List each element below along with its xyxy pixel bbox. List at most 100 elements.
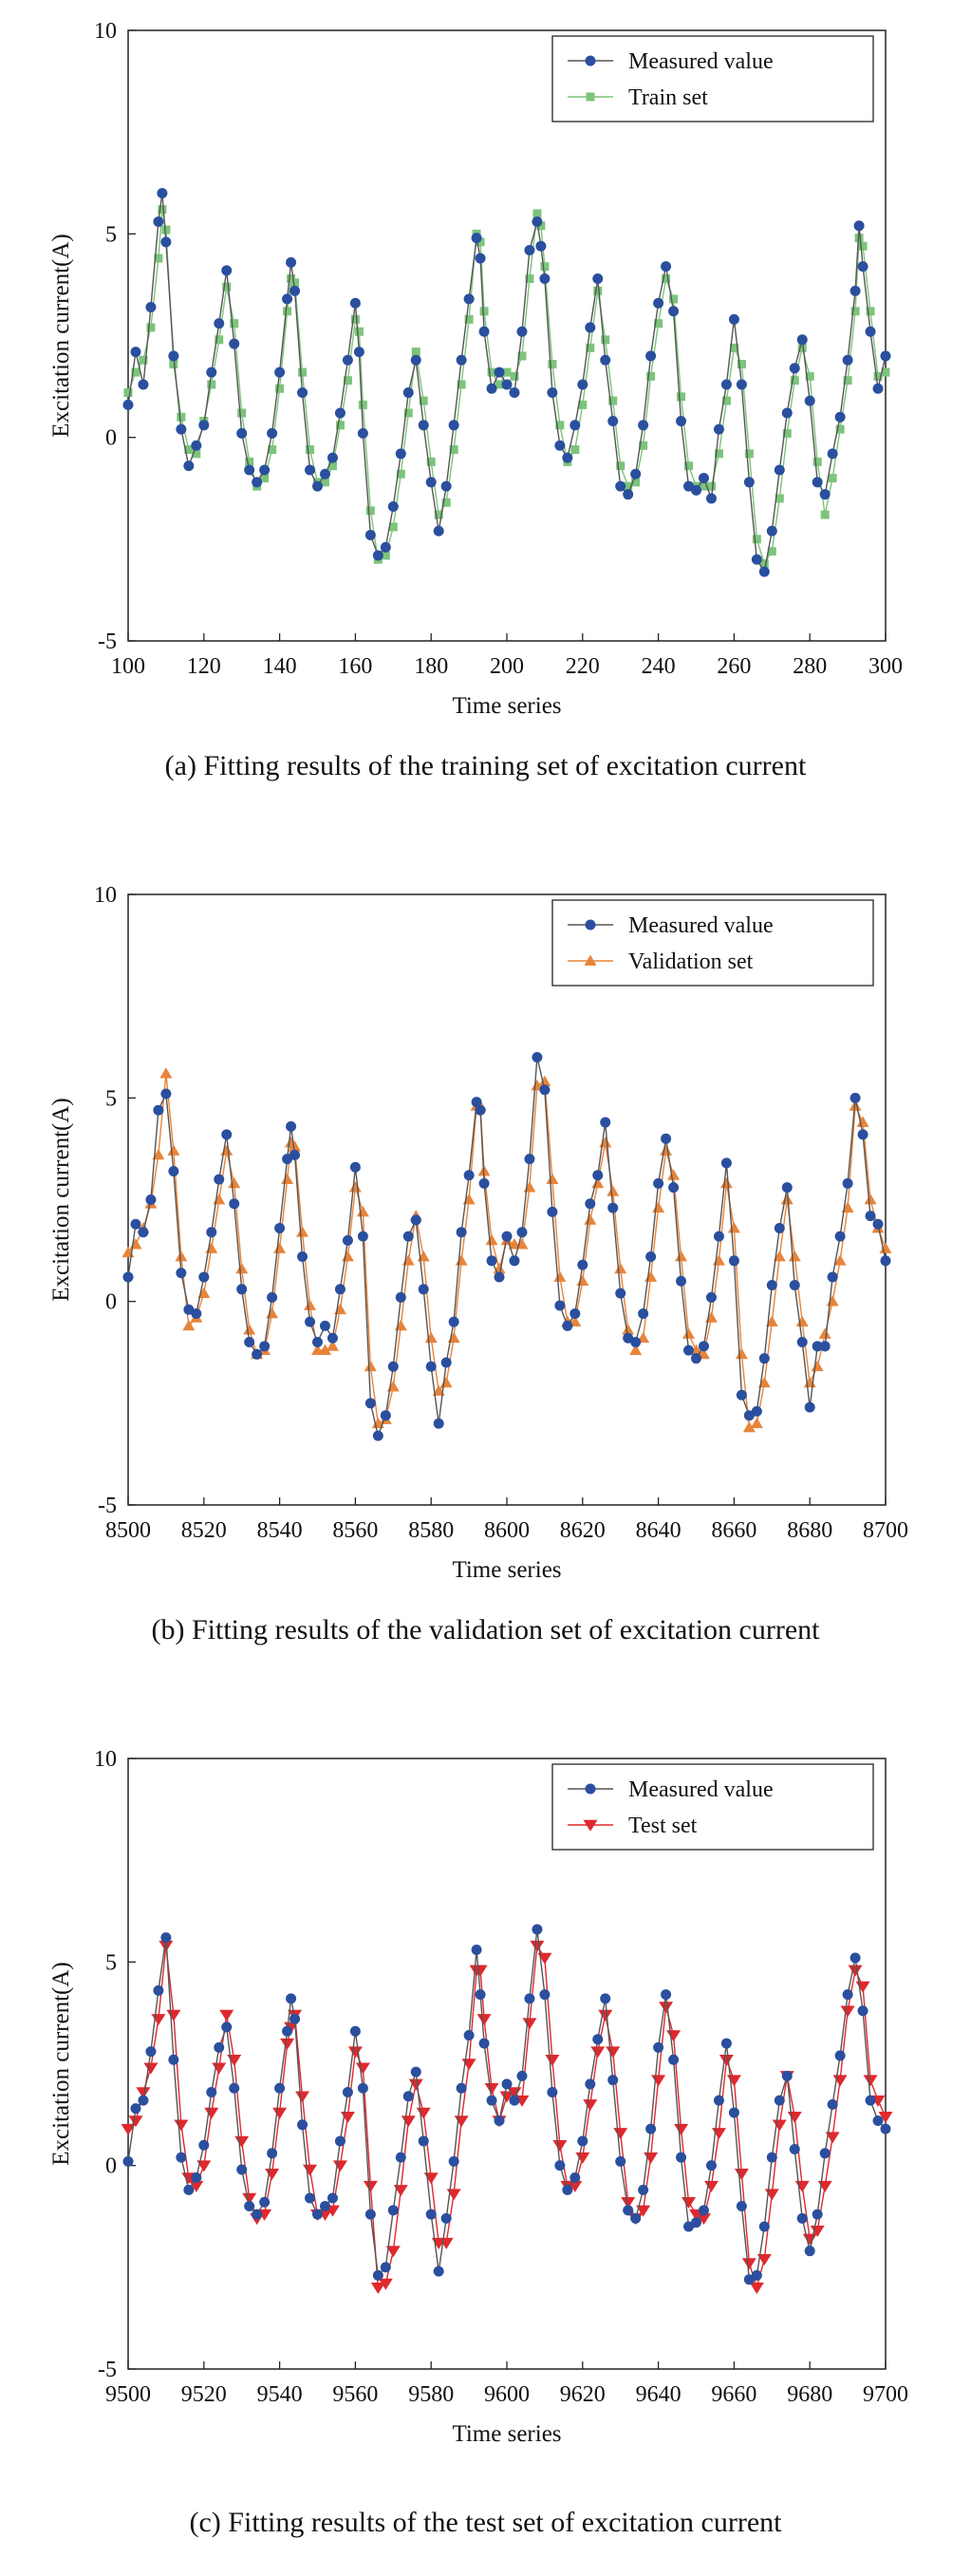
data-point [676, 416, 687, 427]
data-point [781, 2070, 793, 2081]
chart-b: 8500 8520 8540 8560 8580 8600 8620 8640 8660 8680… [48, 883, 908, 1583]
legend-label: Train set [628, 85, 708, 110]
data-point [601, 335, 610, 345]
data-point [539, 273, 551, 284]
data-point [865, 1211, 876, 1222]
data-point [857, 261, 868, 273]
data-point [766, 525, 777, 536]
y-axis-label: Excitation current(A) [48, 234, 74, 438]
data-point [229, 338, 240, 349]
x-tick-label: 200 [490, 654, 524, 679]
data-point [631, 478, 641, 487]
data-point [781, 1182, 793, 1194]
data-point [191, 2172, 202, 2184]
data-point [319, 1320, 330, 1331]
data-point [381, 551, 390, 560]
data-point [385, 2246, 401, 2258]
data-point [853, 220, 865, 232]
data-point [387, 1361, 399, 1372]
data-point [463, 293, 475, 305]
data-point [433, 2266, 444, 2277]
data-point [145, 1194, 157, 1205]
data-point [570, 445, 580, 455]
data-point [532, 209, 542, 218]
data-point [394, 1319, 407, 1331]
data-point [204, 2107, 219, 2119]
data-point [236, 427, 248, 439]
data-point [455, 1254, 468, 1266]
legend-marker [586, 92, 595, 102]
data-point [471, 1944, 482, 1955]
data-point [501, 379, 513, 390]
data-point [795, 1315, 809, 1326]
series-measured [122, 187, 891, 577]
data-point [151, 2014, 166, 2026]
data-point [796, 2212, 808, 2224]
data-point [245, 457, 254, 466]
data-point [471, 233, 482, 244]
data-point [386, 1381, 400, 1392]
data-point [789, 2144, 800, 2155]
data-point [402, 1231, 414, 1242]
data-point [426, 457, 436, 466]
data-point [661, 1133, 672, 1144]
data-point [342, 1234, 353, 1246]
x-tick-label: 100 [111, 654, 145, 679]
data-point [136, 2087, 151, 2099]
x-tick-label: 8640 [636, 1518, 682, 1543]
data-point [363, 2180, 378, 2192]
caption-b: (b) Fitting results of the validation se… [151, 1614, 820, 1645]
data-point [584, 1213, 597, 1225]
data-point [275, 384, 285, 393]
data-point [790, 376, 799, 385]
series-measured [122, 1051, 891, 1441]
y-tick-label: -5 [98, 1494, 117, 1518]
data-point [713, 423, 724, 435]
y-tick-label: 10 [94, 1747, 117, 1772]
data-point [475, 1989, 486, 2001]
data-point [274, 367, 286, 378]
data-point [138, 2095, 149, 2106]
data-point [303, 2164, 318, 2176]
data-point [863, 2075, 878, 2087]
data-point [713, 2095, 724, 2106]
data-point [772, 2119, 787, 2132]
data-point [318, 1344, 331, 1355]
data-point [206, 367, 217, 378]
data-point [880, 1255, 891, 1267]
data-point [478, 1177, 490, 1189]
data-point [305, 2192, 316, 2204]
data-point [380, 2262, 391, 2273]
data-point [812, 1341, 823, 1352]
chart-a: 100 120 140 160 180 200 220 240 260 280 300 -5 0 5 10 T… [48, 19, 903, 719]
data-point [206, 1227, 217, 1238]
data-point [653, 297, 664, 309]
data-point [825, 2132, 840, 2144]
data-point [169, 360, 178, 369]
data-point [418, 2135, 429, 2147]
data-point [364, 1398, 376, 1409]
data-point [312, 480, 323, 492]
series-line [127, 1944, 887, 2290]
x-tick-label: 300 [868, 654, 903, 679]
y-axis-label: Excitation current(A) [48, 1962, 74, 2166]
data-point [675, 1250, 688, 1262]
data-point [157, 187, 168, 198]
data-point [153, 1104, 164, 1116]
data-point [152, 1148, 165, 1160]
data-point [122, 1271, 134, 1283]
data-point [539, 1989, 551, 2001]
data-point [636, 2205, 651, 2217]
data-point [358, 400, 367, 409]
data-point [752, 535, 761, 544]
data-point [607, 1202, 619, 1213]
data-point [545, 2054, 560, 2066]
data-point [479, 307, 489, 316]
x-tick-label: 9540 [257, 2382, 303, 2407]
data-point [668, 2054, 680, 2065]
data-point [607, 2075, 619, 2086]
data-point [737, 360, 746, 369]
data-point [509, 1255, 520, 1267]
data-point [129, 1238, 142, 1250]
data-point [781, 407, 793, 419]
